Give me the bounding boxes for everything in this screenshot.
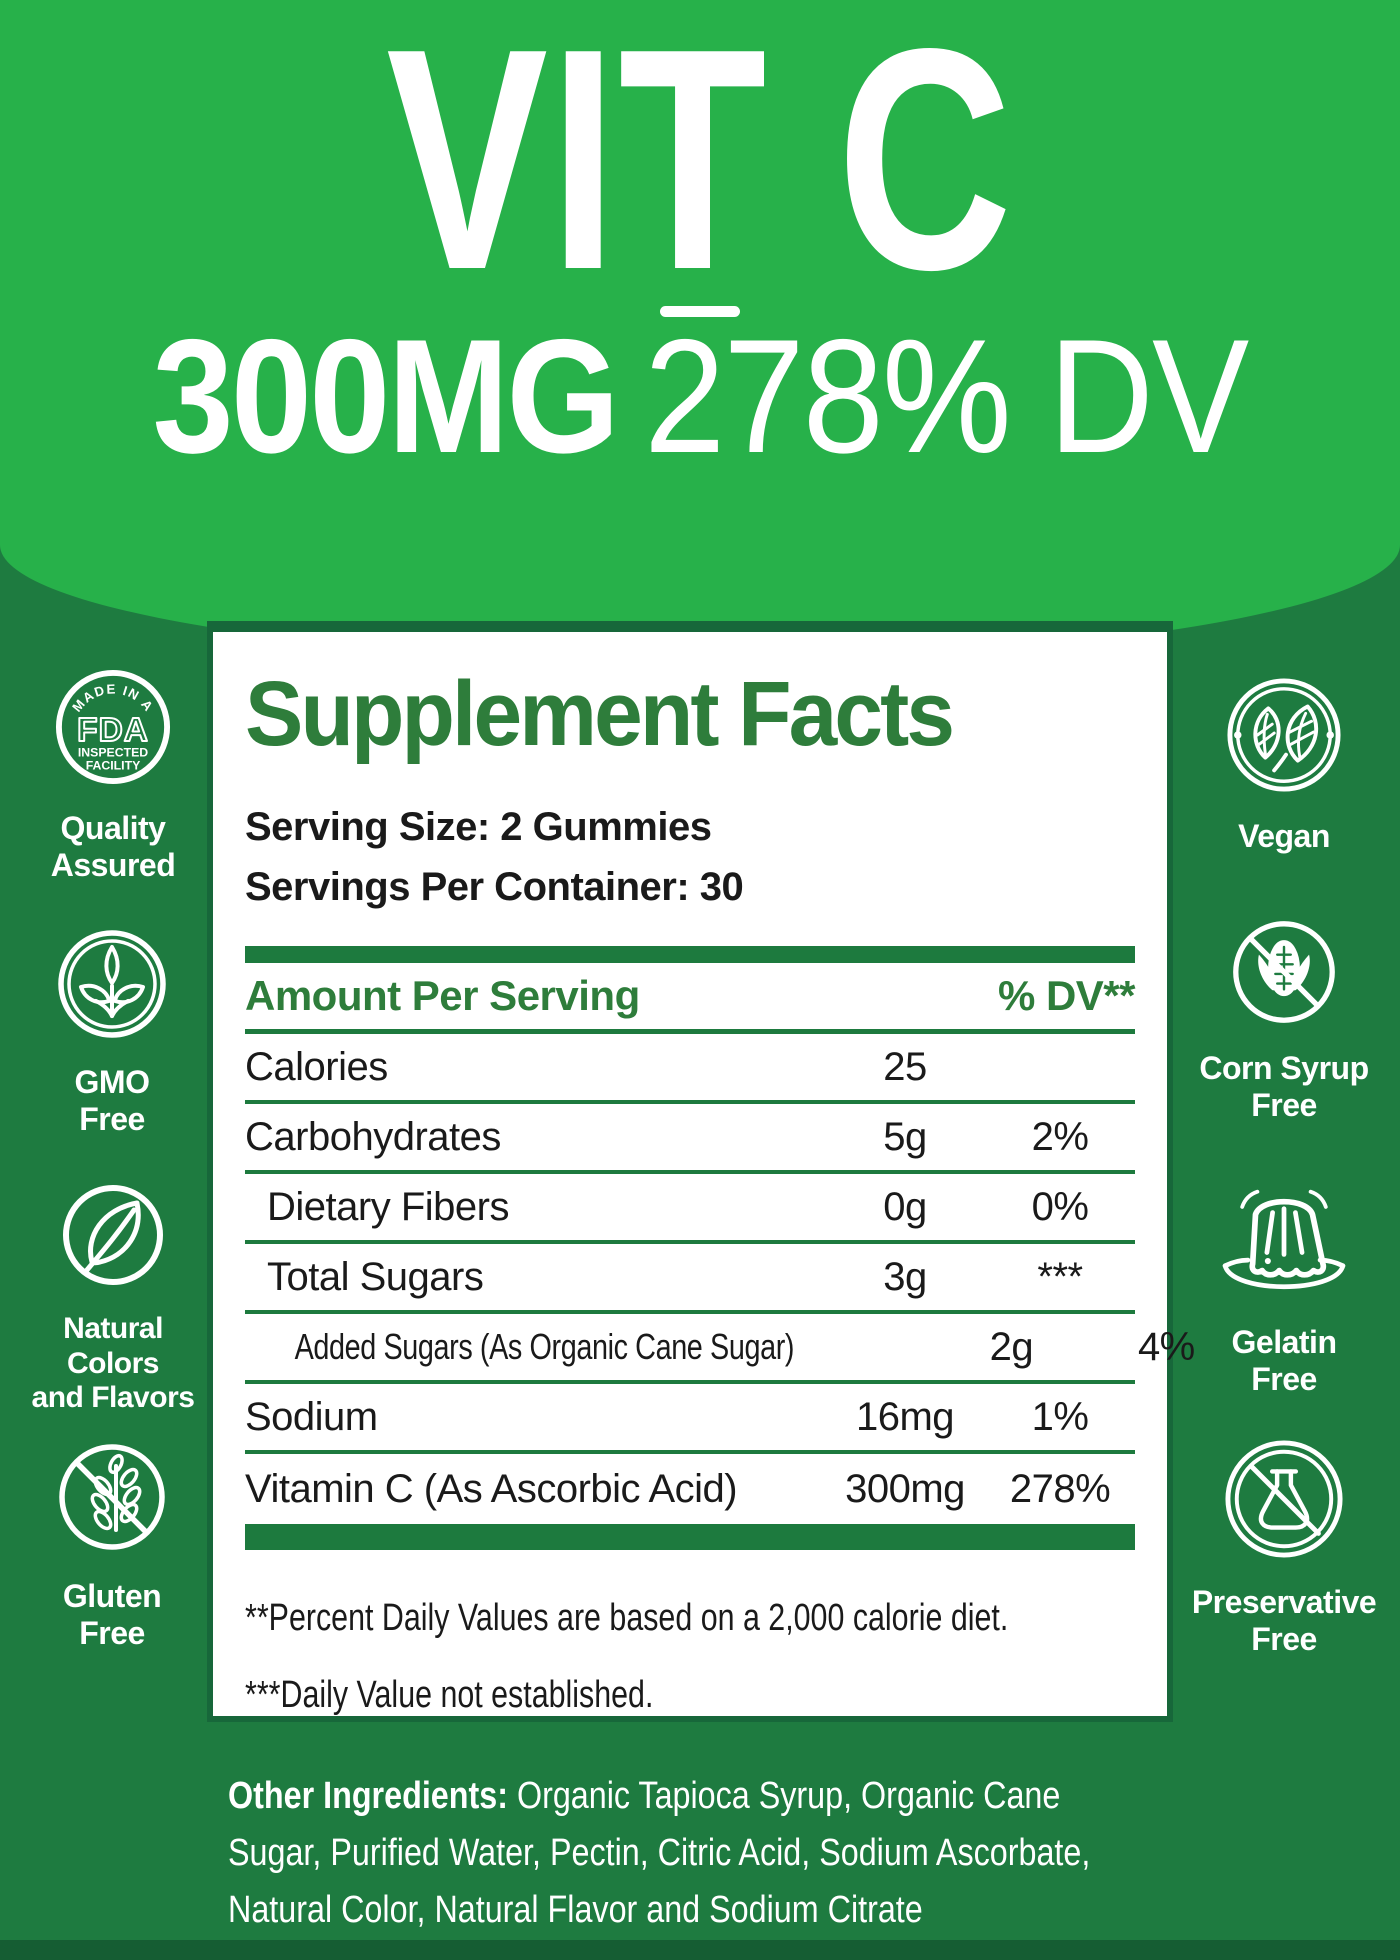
badge-vegan: Vegan [1179, 676, 1389, 855]
table-row: Dietary Fibers 0g 0% [245, 1174, 1135, 1244]
nutrient-dv: 278% [1009, 1466, 1111, 1511]
badge-label: Gelatin Free [1231, 1324, 1337, 1397]
bottom-edge-strip [0, 1940, 1400, 1960]
vegan-leaves-icon [1227, 678, 1341, 792]
nutrient-dv: *** [1037, 1254, 1083, 1299]
nutrient-amount: 3g [883, 1254, 927, 1299]
fda-main-text: FDA [77, 712, 149, 749]
servings-per-container: Servings Per Container: 30 [245, 865, 744, 909]
fda-facility-text: FACILITY [86, 758, 141, 772]
divider-dash [660, 306, 740, 317]
table-top-bar [245, 946, 1135, 963]
nutrient-amount: 0g [883, 1184, 927, 1229]
table-bottom-bar [245, 1524, 1135, 1550]
nutrient-amount: 300mg [845, 1466, 965, 1511]
supplement-facts-panel: Supplement Facts Serving Size: 2 Gummies… [207, 621, 1195, 1722]
nutrient-name: Carbohydrates [245, 1114, 501, 1159]
badge-label: Vegan [1238, 818, 1330, 854]
badge-corn-syrup-free: Corn Syrup Free [1179, 918, 1389, 1124]
table-row: Carbohydrates 5g 2% [245, 1104, 1135, 1174]
nutrient-name: Calories [245, 1044, 388, 1089]
dose-daily-value: 278% DV [644, 306, 1249, 487]
badge-fda-quality-assured: MADE IN A FDA INSPECTED FACILITY Quality… [28, 668, 198, 884]
nutrient-dv: 1% [1031, 1394, 1089, 1439]
nutrient-name: Added Sugars (As Organic Cane Sugar) [294, 1326, 795, 1367]
preservative-free-icon [1225, 1440, 1343, 1558]
nutrient-dv: 4% [1137, 1324, 1195, 1369]
corn-syrup-free-icon [1233, 921, 1335, 1023]
table-row: Calories 25 [245, 1034, 1135, 1104]
other-ingredients-label: Other Ingredients: [228, 1775, 508, 1817]
nutrient-amount: 5g [883, 1114, 927, 1159]
nutrient-amount: 16mg [855, 1394, 955, 1439]
nutrient-amount: 25 [883, 1044, 927, 1089]
nutrient-name: Dietary Fibers [267, 1184, 509, 1229]
badge-label: Preservative Free [1191, 1584, 1377, 1657]
badge-preservative-free: Preservative Free [1179, 1438, 1389, 1658]
nutrient-dv: 2% [1031, 1114, 1089, 1159]
product-title: VIT C [386, 0, 1014, 335]
table-row: Added Sugars (As Organic Cane Sugar) 2g … [245, 1314, 1195, 1384]
dv-header: % DV** [997, 972, 1136, 1019]
badge-label: GMO Free [74, 1064, 150, 1137]
badge-natural-colors-flavors: Natural Colors and Flavors [18, 1182, 208, 1416]
badge-label: Corn Syrup Free [1199, 1050, 1369, 1123]
badge-gmo-free: GMO Free [52, 928, 172, 1138]
nutrient-name: Total Sugars [267, 1254, 484, 1299]
footnote-daily-values: **Percent Daily Values are based on a 2,… [245, 1597, 1009, 1639]
fda-arc-text: MADE IN A [69, 681, 155, 714]
svg-text:MADE IN A: MADE IN A [69, 681, 157, 714]
table-row: Vitamin C (As Ascorbic Acid) 300mg 278% [245, 1454, 1135, 1524]
fda-badge-icon: MADE IN A FDA INSPECTED FACILITY [55, 669, 171, 785]
amount-per-serving-header: Amount Per Serving [245, 972, 640, 1019]
dose-line: 300MG 278% DV [70, 316, 1330, 478]
table-header-row: Amount Per Serving % DV** [245, 963, 1136, 1029]
fda-inspected-text: INSPECTED [78, 746, 148, 760]
footnote-dv-not-established: ***Daily Value not established. [245, 1674, 654, 1717]
other-ingredients-text: Organic Tapioca Syrup, Organic Cane Suga… [228, 1775, 1091, 1931]
dose-amount: 300MG [152, 306, 620, 487]
badge-label: Natural Colors and Flavors [31, 1312, 195, 1414]
gelatin-free-icon [1222, 1189, 1346, 1290]
badge-label: Quality Assured [50, 810, 176, 883]
natural-leaf-icon [63, 1185, 163, 1285]
other-ingredients: Other Ingredients: Organic Tapioca Syrup… [228, 1768, 1146, 1939]
serving-size: Serving Size: 2 Gummies [245, 805, 712, 849]
gluten-free-icon [59, 1444, 165, 1550]
hero-section: VIT C 300MG 278% DV [0, 0, 1400, 660]
badge-label: Gluten Free [62, 1578, 162, 1651]
nutrient-dv: 0% [1031, 1184, 1089, 1229]
nutrient-name: Vitamin C (As Ascorbic Acid) [245, 1466, 738, 1511]
nutrient-amount: 2g [989, 1324, 1034, 1369]
table-row: Sodium 16mg 1% [245, 1384, 1135, 1454]
nutrient-name: Sodium [245, 1394, 378, 1439]
panel-title: Supplement Facts [245, 663, 955, 765]
table-row: Total Sugars 3g *** [245, 1244, 1135, 1314]
gmo-free-icon [58, 930, 166, 1038]
table-header-rule [245, 1029, 1135, 1034]
badge-gluten-free: Gluten Free [51, 1440, 173, 1652]
badge-gelatin-free: Gelatin Free [1179, 1186, 1389, 1398]
